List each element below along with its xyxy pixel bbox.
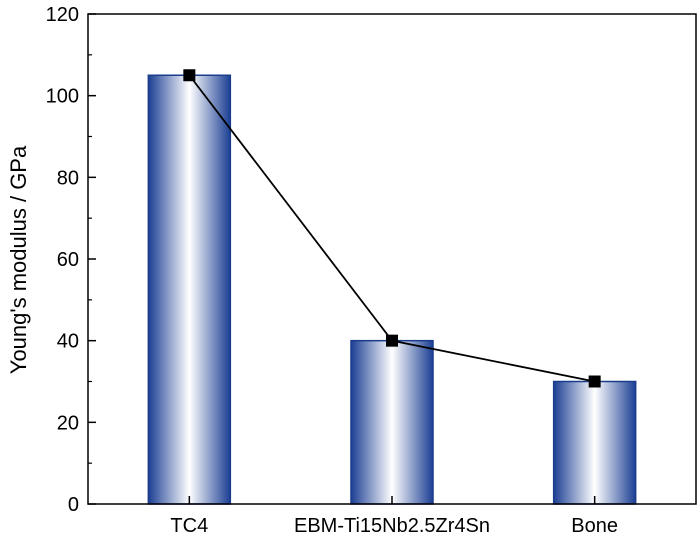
y-tick-label: 40 — [57, 331, 79, 353]
y-tick-label: 100 — [46, 86, 79, 108]
y-tick-label: 20 — [57, 412, 79, 434]
bar-1 — [350, 339, 434, 505]
x-tick-label: Bone — [571, 515, 618, 537]
marker-0 — [183, 69, 196, 82]
y-tick-label: 60 — [57, 249, 79, 271]
bar-2 — [552, 380, 637, 505]
marker-1 — [386, 334, 398, 347]
bar-0 — [147, 74, 232, 505]
axes: 0 20 40 60 80 100 120 TC4 EBM-Ti15Nb2.5Zr4Sn Bone — [46, 4, 697, 537]
x-tick-label: TC4 — [170, 515, 208, 537]
y-tick-label: 120 — [46, 4, 79, 26]
x-tick-label: EBM-Ti15Nb2.5Zr4Sn — [294, 515, 490, 537]
bars — [147, 74, 637, 505]
y-tick-label: 80 — [57, 167, 79, 189]
overlay-line — [183, 69, 601, 388]
y-tick-label: 0 — [68, 494, 79, 516]
marker-2 — [588, 375, 601, 388]
y-axis-title: Young's modulus / GPa — [6, 145, 31, 374]
